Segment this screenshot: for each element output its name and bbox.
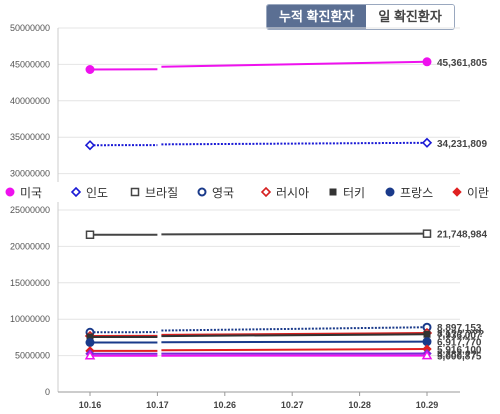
end-value-label: 6,917,770 xyxy=(437,338,482,349)
data-point xyxy=(84,350,96,360)
data-point xyxy=(85,337,95,347)
legend-item[interactable]: 이란 xyxy=(451,184,489,200)
legend-marker-icon xyxy=(130,187,140,197)
series-line xyxy=(161,333,428,338)
series-line xyxy=(161,326,428,332)
legend-item[interactable]: 터키 xyxy=(327,184,365,200)
legend-item[interactable]: 인도 xyxy=(70,184,108,200)
end-value-label: 5,282,?? xyxy=(437,350,477,361)
case-type-tabs: 누적 확진환자 일 확진환자 xyxy=(266,4,455,30)
y-tick-label: 45000000 xyxy=(10,59,50,69)
series-lines xyxy=(84,57,433,360)
series-line xyxy=(161,60,428,68)
legend-item[interactable]: 미국 xyxy=(4,184,42,200)
x-tick-label: 10.29 xyxy=(416,400,439,410)
series-line xyxy=(161,232,428,236)
series-line xyxy=(161,340,428,344)
legend-label: 러시아 xyxy=(276,185,310,200)
end-value-label: 45,361,805 xyxy=(437,58,487,69)
legend-marker-icon xyxy=(5,187,15,197)
legend-label: 터키 xyxy=(343,185,366,200)
y-tick-label: 20000000 xyxy=(10,241,50,251)
end-value-label: 8,897,153 xyxy=(437,323,482,334)
y-tick-label: 10000000 xyxy=(10,314,50,324)
data-point xyxy=(84,140,96,151)
x-tick-label: 10.16 xyxy=(79,400,102,410)
legend-label: 영국 xyxy=(212,185,235,200)
y-tick-label: 40000000 xyxy=(10,96,50,106)
legend-marker xyxy=(197,187,207,197)
data-point xyxy=(86,333,94,341)
legend-marker xyxy=(385,187,395,197)
legend-marker xyxy=(260,186,272,198)
data-point xyxy=(421,137,433,148)
end-value-label: 8,1??,??? xyxy=(437,329,484,340)
legend-item[interactable]: 러시아 xyxy=(260,184,309,200)
end-value-label: 21,748,984 xyxy=(437,230,487,241)
series-line xyxy=(161,141,428,146)
legend-marker xyxy=(70,186,82,198)
legend-marker xyxy=(5,187,15,197)
y-tick-label: 0 xyxy=(45,387,50,397)
x-tick-label: 10.17 xyxy=(146,400,169,410)
x-tick-label: 10.27 xyxy=(281,400,304,410)
data-point xyxy=(422,57,432,67)
legend-marker-icon xyxy=(452,187,462,197)
data-point xyxy=(422,229,432,238)
y-tick-label: 50000000 xyxy=(10,23,50,33)
legend-marker xyxy=(130,187,140,197)
legend-marker xyxy=(329,188,337,196)
data-point xyxy=(421,350,433,360)
y-axis: 0 5000000 10000000 15000000 20000000 25000000… xyxy=(10,23,59,397)
y-tick-label: 5000000 xyxy=(15,351,50,361)
y-tick-label: 25000000 xyxy=(10,205,50,215)
x-tick-label: 10.28 xyxy=(348,400,371,410)
x-axis: 10.16 10.17 10.26 10.27 10.28 10.29 xyxy=(58,391,460,410)
end-value-label: 34,231,809 xyxy=(437,139,487,150)
legend-marker-icon xyxy=(260,186,272,198)
tab-cumulative-cases[interactable]: 누적 확진환자 xyxy=(267,5,367,29)
y-tick-label: 15000000 xyxy=(10,278,50,288)
legend-item[interactable]: 영국 xyxy=(196,184,234,200)
series-line xyxy=(161,332,428,336)
legend: 미국인도브라질영국러시아터키프랑스이란아르헨티나스페인 xyxy=(0,182,500,202)
end-value-label: 7,936,007 xyxy=(437,330,482,341)
legend-marker-icon xyxy=(385,187,395,197)
legend-label: 프랑스 xyxy=(400,185,434,200)
end-value-label: 5,000,875 xyxy=(437,352,482,363)
y-tick-label: 30000000 xyxy=(10,169,50,179)
legend-label: 인도 xyxy=(86,185,109,200)
data-point xyxy=(85,230,95,240)
legend-marker xyxy=(452,187,462,197)
x-tick-label: 10.26 xyxy=(214,400,237,410)
legend-marker-icon xyxy=(70,186,82,198)
data-point xyxy=(85,64,95,74)
legend-label: 미국 xyxy=(20,185,43,200)
legend-item[interactable]: 프랑스 xyxy=(384,184,433,200)
series-line xyxy=(161,348,428,352)
data-point xyxy=(423,330,431,338)
tab-daily-cases[interactable]: 일 확진환자 xyxy=(366,5,454,29)
end-value-label: 5,916,100 xyxy=(437,345,482,356)
end-value-labels: 45,361,805 34,231,809 21,748,984 8,897,1538… xyxy=(437,58,487,363)
y-tick-label: 35000000 xyxy=(10,132,50,142)
legend-marker-icon xyxy=(329,188,337,196)
legend-label: 브라질 xyxy=(145,185,179,200)
legend-marker-icon xyxy=(197,187,207,197)
legend-label: 이란 xyxy=(467,185,490,200)
legend-item[interactable]: 브라질 xyxy=(129,184,178,200)
